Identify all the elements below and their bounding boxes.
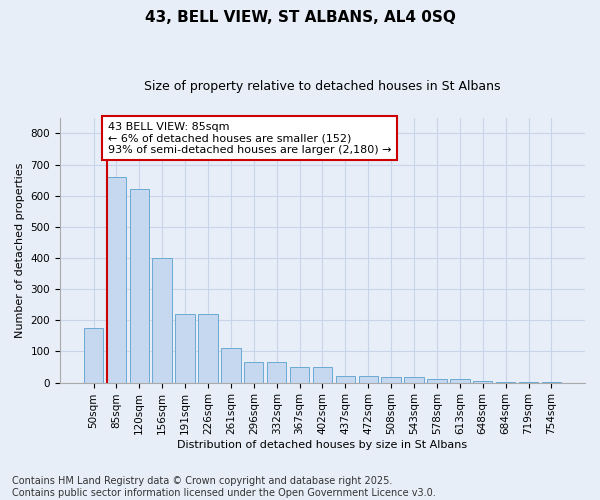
Bar [152,258,172,382]
Bar [267,362,286,382]
Text: 43 BELL VIEW: 85sqm
← 6% of detached houses are smaller (152)
93% of semi-detach: 43 BELL VIEW: 85sqm ← 6% of detached hou… [108,122,391,154]
Title: Size of property relative to detached houses in St Albans: Size of property relative to detached ho… [144,80,501,93]
Bar [382,378,401,382]
Bar [359,376,378,382]
X-axis label: Distribution of detached houses by size in St Albans: Distribution of detached houses by size … [178,440,467,450]
Bar [427,380,446,382]
Bar [221,348,241,382]
Bar [175,314,195,382]
Bar [313,367,332,382]
Bar [130,190,149,382]
Text: 43, BELL VIEW, ST ALBANS, AL4 0SQ: 43, BELL VIEW, ST ALBANS, AL4 0SQ [145,10,455,25]
Y-axis label: Number of detached properties: Number of detached properties [15,162,25,338]
Bar [335,376,355,382]
Text: Contains HM Land Registry data © Crown copyright and database right 2025.
Contai: Contains HM Land Registry data © Crown c… [12,476,436,498]
Bar [473,381,493,382]
Bar [404,378,424,382]
Bar [290,367,309,382]
Bar [244,362,263,382]
Bar [107,177,126,382]
Bar [84,328,103,382]
Bar [450,380,470,382]
Bar [198,314,218,382]
